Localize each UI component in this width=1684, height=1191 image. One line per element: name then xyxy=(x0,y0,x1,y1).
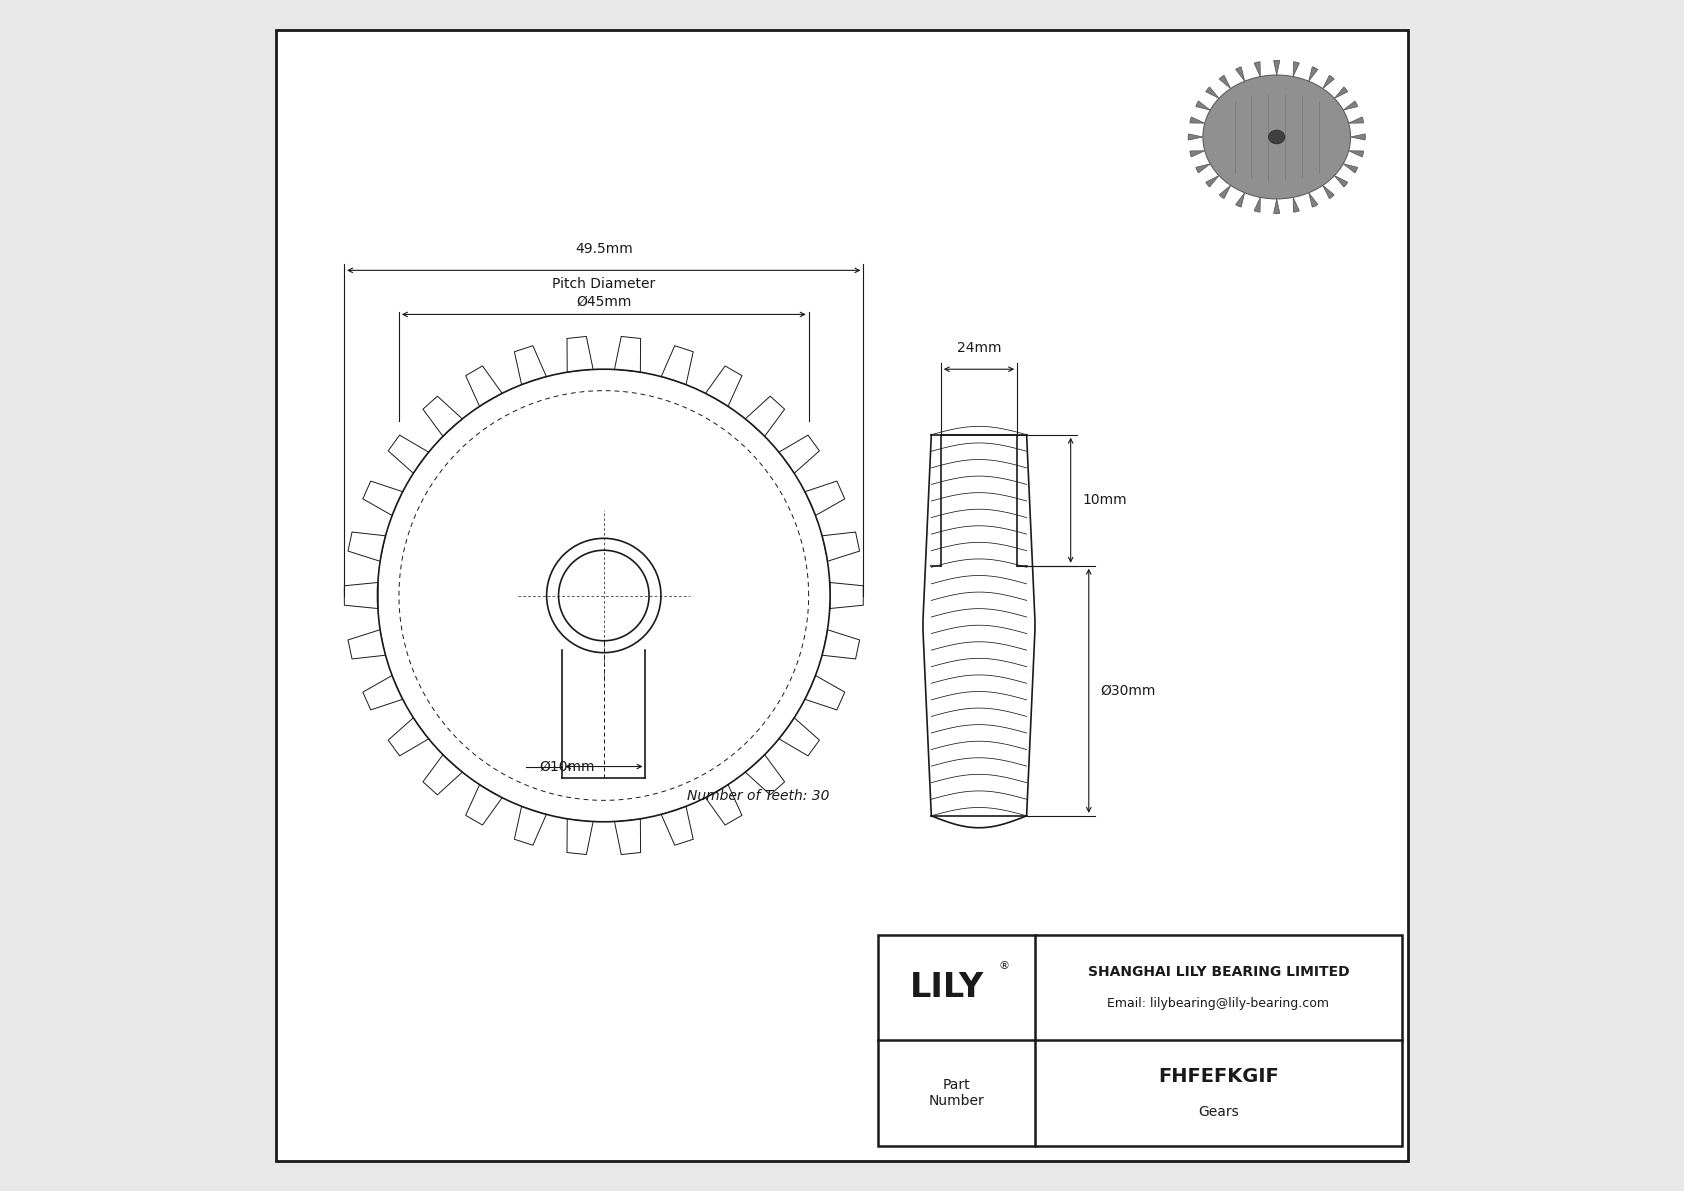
Text: LILY: LILY xyxy=(909,971,983,1004)
Wedge shape xyxy=(1308,193,1319,207)
Wedge shape xyxy=(1189,133,1202,141)
Text: Email: lilybearing@lily-bearing.com: Email: lilybearing@lily-bearing.com xyxy=(1108,997,1329,1010)
Wedge shape xyxy=(1322,75,1334,88)
Wedge shape xyxy=(1206,87,1219,99)
Wedge shape xyxy=(1349,151,1364,157)
Wedge shape xyxy=(1206,175,1219,187)
Wedge shape xyxy=(1322,186,1334,199)
Bar xyxy=(877,935,1401,1146)
Text: 10mm: 10mm xyxy=(1083,493,1127,507)
Wedge shape xyxy=(1334,175,1347,187)
Wedge shape xyxy=(1196,164,1211,173)
Wedge shape xyxy=(1344,101,1357,110)
Wedge shape xyxy=(1334,87,1347,99)
Wedge shape xyxy=(1255,62,1260,76)
Text: FHFEFKGIF: FHFEFKGIF xyxy=(1159,1067,1278,1086)
Wedge shape xyxy=(1219,75,1231,88)
Text: 49.5mm: 49.5mm xyxy=(574,242,633,256)
Wedge shape xyxy=(1191,151,1204,157)
Wedge shape xyxy=(1344,164,1357,173)
Wedge shape xyxy=(1219,186,1231,199)
Text: 24mm: 24mm xyxy=(957,341,1002,355)
Text: Gears: Gears xyxy=(1197,1105,1239,1120)
Wedge shape xyxy=(1349,117,1364,123)
Ellipse shape xyxy=(1202,75,1351,199)
Wedge shape xyxy=(1308,67,1319,81)
Wedge shape xyxy=(1191,117,1204,123)
Wedge shape xyxy=(1255,198,1260,212)
Wedge shape xyxy=(1293,62,1300,76)
Wedge shape xyxy=(1273,199,1280,213)
Wedge shape xyxy=(1236,67,1244,81)
Wedge shape xyxy=(1293,198,1300,212)
Wedge shape xyxy=(1351,133,1366,141)
Text: Part
Number: Part Number xyxy=(928,1078,983,1108)
Ellipse shape xyxy=(1268,130,1285,144)
Text: Pitch Diameter: Pitch Diameter xyxy=(552,276,655,291)
Text: Number of Teeth: 30: Number of Teeth: 30 xyxy=(687,790,830,803)
Wedge shape xyxy=(1273,61,1280,75)
Text: Ø10mm: Ø10mm xyxy=(539,760,594,773)
Text: ®: ® xyxy=(999,961,1009,971)
Text: Ø45mm: Ø45mm xyxy=(576,294,632,308)
Wedge shape xyxy=(1236,193,1244,207)
Text: SHANGHAI LILY BEARING LIMITED: SHANGHAI LILY BEARING LIMITED xyxy=(1088,965,1349,979)
Wedge shape xyxy=(1196,101,1211,110)
Text: Ø30mm: Ø30mm xyxy=(1101,684,1155,698)
